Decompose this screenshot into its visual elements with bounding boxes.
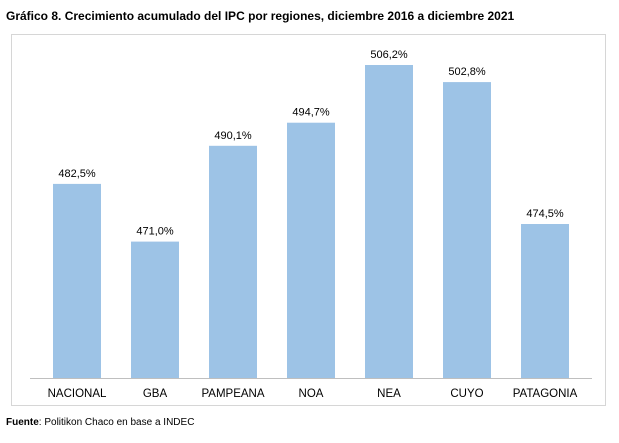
chart-title: Gráfico 8. Crecimiento acumulado del IPC… <box>6 9 515 23</box>
bar-gba <box>131 241 179 378</box>
source-label: Fuente <box>6 417 39 428</box>
x-tick-label-pampeana: PAMPEANA <box>201 388 264 400</box>
x-tick-label-patagonia: PATAGONIA <box>513 388 578 400</box>
labels-layer: 482,5% NACIONAL 471,0% GBA 490,1% PAMPEANA 494… <box>48 49 578 400</box>
x-tick-label-cuyo: CUYO <box>450 388 483 400</box>
data-label-pampeana: 490,1% <box>214 130 252 142</box>
source-text: : Politikon Chaco en base a INDEC <box>38 417 195 428</box>
data-label-nea: 506,2% <box>370 49 408 61</box>
data-label-nacional: 482,5% <box>58 168 96 180</box>
data-label-cuyo: 502,8% <box>448 66 486 78</box>
bar-cuyo <box>443 82 491 378</box>
bar-pampeana <box>209 145 257 378</box>
source-note: Fuente: Politikon Chaco en base a INDEC <box>6 417 194 428</box>
bar-nacional <box>53 183 101 378</box>
bar-noa <box>287 122 335 378</box>
data-label-noa: 494,7% <box>292 107 330 119</box>
data-label-patagonia: 474,5% <box>526 208 564 220</box>
bar-nea <box>365 65 413 378</box>
x-tick-label-gba: GBA <box>143 388 168 400</box>
x-tick-label-nea: NEA <box>377 388 401 400</box>
x-tick-label-noa: NOA <box>299 388 324 400</box>
x-tick-label-nacional: NACIONAL <box>48 388 107 400</box>
data-label-gba: 471,0% <box>136 226 174 238</box>
bar-patagonia <box>521 224 569 378</box>
chart-frame <box>11 34 606 406</box>
bars-layer <box>53 65 569 378</box>
